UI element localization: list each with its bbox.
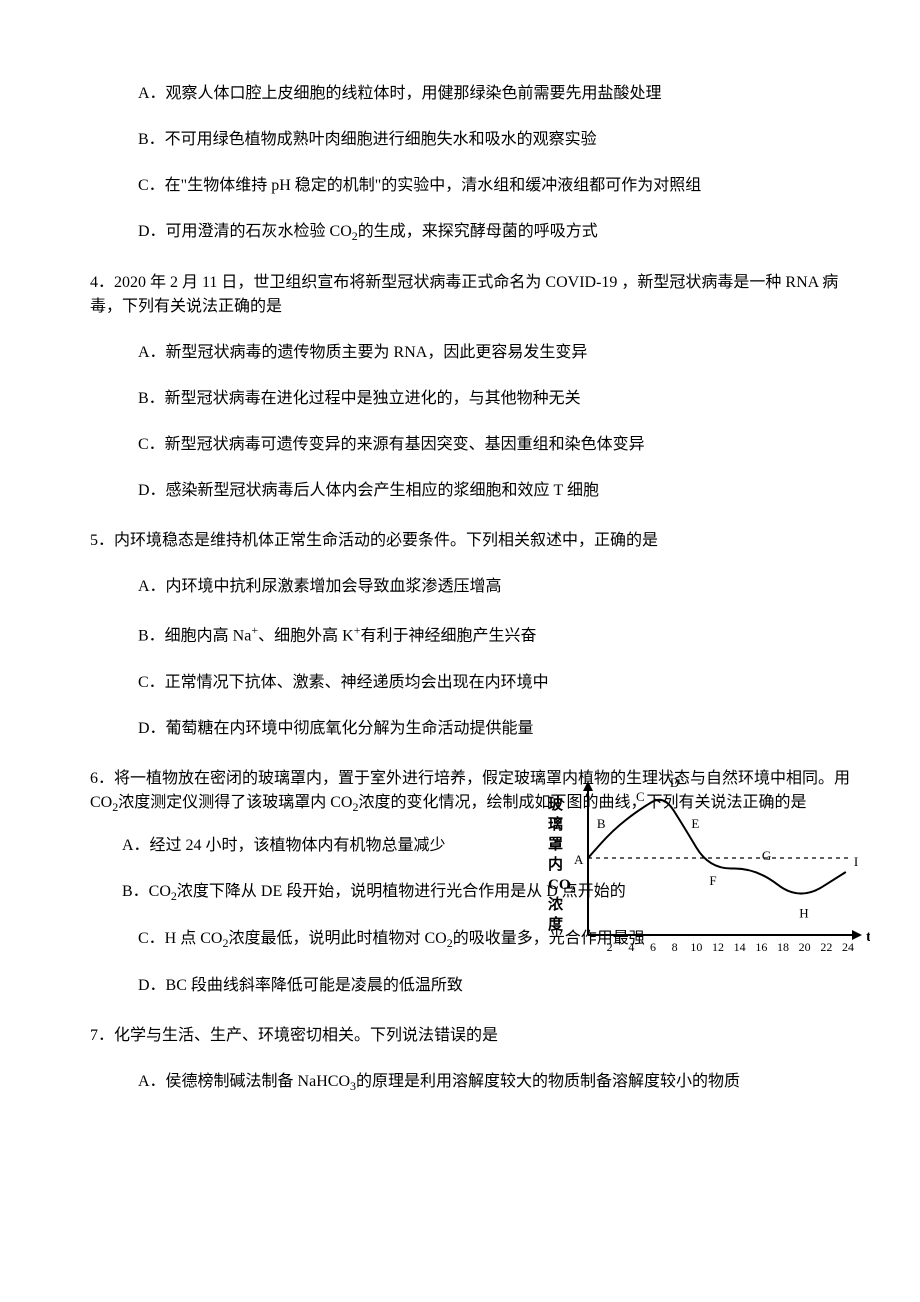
svg-text:CO₂: CO₂ — [548, 877, 576, 893]
q5-b-before: B．细胞内高 Na — [138, 628, 251, 645]
svg-text:D: D — [670, 775, 679, 790]
q3-option-d: D．可用澄清的石灰水检验 CO2的生成，来探究酵母菌的呼吸方式 — [138, 220, 850, 245]
svg-text:20: 20 — [799, 940, 811, 954]
q6-c-mid: 浓度最低，说明此时植物对 CO — [228, 930, 446, 947]
q4-option-d: D．感染新型冠状病毒后人体内会产生相应的浆细胞和效应 T 细胞 — [138, 479, 850, 503]
svg-text:F: F — [709, 873, 716, 888]
q7-option-a: A．侯德榜制碱法制备 NaHCO3的原理是利用溶解度较大的物质制备溶解度较小的物… — [138, 1070, 850, 1095]
svg-text:浓: 浓 — [548, 896, 564, 913]
svg-text:12: 12 — [712, 940, 724, 954]
svg-text:G: G — [762, 847, 771, 862]
svg-text:I: I — [854, 854, 858, 869]
svg-text:10: 10 — [690, 940, 702, 954]
q5-option-b: B．细胞内高 Na+、细胞外高 K+有利于神经细胞产生兴奋 — [138, 621, 850, 648]
svg-text:E: E — [691, 815, 699, 830]
svg-text:t: t — [866, 929, 870, 945]
q5-b-mid: 、细胞外高 K — [258, 628, 354, 645]
q4-option-a: A．新型冠状病毒的遗传物质主要为 RNA，因此更容易发生变异 — [138, 341, 850, 365]
q5-option-a: A．内环境中抗利尿激素增加会导致血浆渗透压增高 — [138, 575, 850, 599]
svg-text:14: 14 — [734, 940, 746, 954]
q5-b-after: 有利于神经细胞产生兴奋 — [360, 628, 536, 645]
svg-text:22: 22 — [820, 940, 832, 954]
q6-c-before: C．H 点 CO — [138, 930, 222, 947]
svg-text:内: 内 — [548, 855, 563, 873]
q6-b-before: B．CO — [122, 883, 171, 900]
q6-chart-svg: 玻璃罩内CO₂浓度ABCDEFGHI24681012141618202224t — [530, 775, 870, 965]
svg-text:16: 16 — [755, 940, 767, 954]
svg-text:18: 18 — [777, 940, 789, 954]
svg-text:2: 2 — [607, 940, 613, 954]
q6-option-a: A．经过 24 小时，该植物体内有机物总量减少 — [90, 834, 508, 858]
svg-text:玻: 玻 — [548, 795, 564, 813]
q5-option-c: C．正常情况下抗体、激素、神经递质均会出现在内环境中 — [138, 671, 850, 695]
q6-chart: 玻璃罩内CO₂浓度ABCDEFGHI24681012141618202224t — [530, 775, 870, 973]
q5-stem: 5．内环境稳态是维持机体正常生命活动的必要条件。下列相关叙述中，正确的是 — [90, 529, 850, 553]
svg-text:8: 8 — [672, 940, 678, 954]
q6-container: 6．将一植物放在密闭的玻璃罩内，置于室外进行培养，假定玻璃罩内植物的生理状态与自… — [90, 767, 850, 858]
q3-option-a: A．观察人体口腔上皮细胞的线粒体时，用健那绿染色前需要先用盐酸处理 — [138, 82, 850, 106]
svg-text:4: 4 — [628, 940, 634, 954]
q3-d-text-before: D．可用澄清的石灰水检验 CO — [138, 223, 352, 240]
q4-stem: 4．2020 年 2 月 11 日，世卫组织宣布将新型冠状病毒正式命名为 COV… — [90, 271, 850, 319]
q6-option-d: D．BC 段曲线斜率降低可能是凌晨的低温所致 — [138, 974, 850, 998]
q3-option-b: B．不可用绿色植物成熟叶肉细胞进行细胞失水和吸水的观察实验 — [138, 128, 850, 152]
svg-text:B: B — [597, 816, 606, 831]
svg-text:24: 24 — [842, 940, 854, 954]
q7-stem: 7．化学与生活、生产、环境密切相关。下列说法错误的是 — [90, 1024, 850, 1048]
q4-option-b: B．新型冠状病毒在进化过程中是独立进化的，与其他物种无关 — [138, 387, 850, 411]
q3-option-c: C．在"生物体维持 pH 稳定的机制"的实验中，清水组和缓冲液组都可作为对照组 — [138, 174, 850, 198]
q5-option-d: D．葡萄糖在内环境中彻底氧化分解为生命活动提供能量 — [138, 717, 850, 741]
svg-text:C: C — [636, 789, 645, 804]
q7-a-before: A．侯德榜制碱法制备 NaHCO — [138, 1073, 350, 1090]
q7-a-after: 的原理是利用溶解度较大的物质制备溶解度较小的物质 — [356, 1073, 740, 1090]
svg-text:A: A — [574, 852, 584, 867]
svg-text:度: 度 — [548, 915, 564, 933]
q3-d-text-after: 的生成，来探究酵母菌的呼吸方式 — [358, 223, 598, 240]
q4-option-c: C．新型冠状病毒可遗传变异的来源有基因突变、基因重组和染色体变异 — [138, 433, 850, 457]
svg-text:璃: 璃 — [548, 815, 563, 833]
svg-text:H: H — [799, 905, 808, 920]
q6-left-column: A．经过 24 小时，该植物体内有机物总量减少 — [90, 834, 508, 858]
svg-text:罩: 罩 — [548, 836, 563, 853]
svg-text:6: 6 — [650, 940, 656, 954]
